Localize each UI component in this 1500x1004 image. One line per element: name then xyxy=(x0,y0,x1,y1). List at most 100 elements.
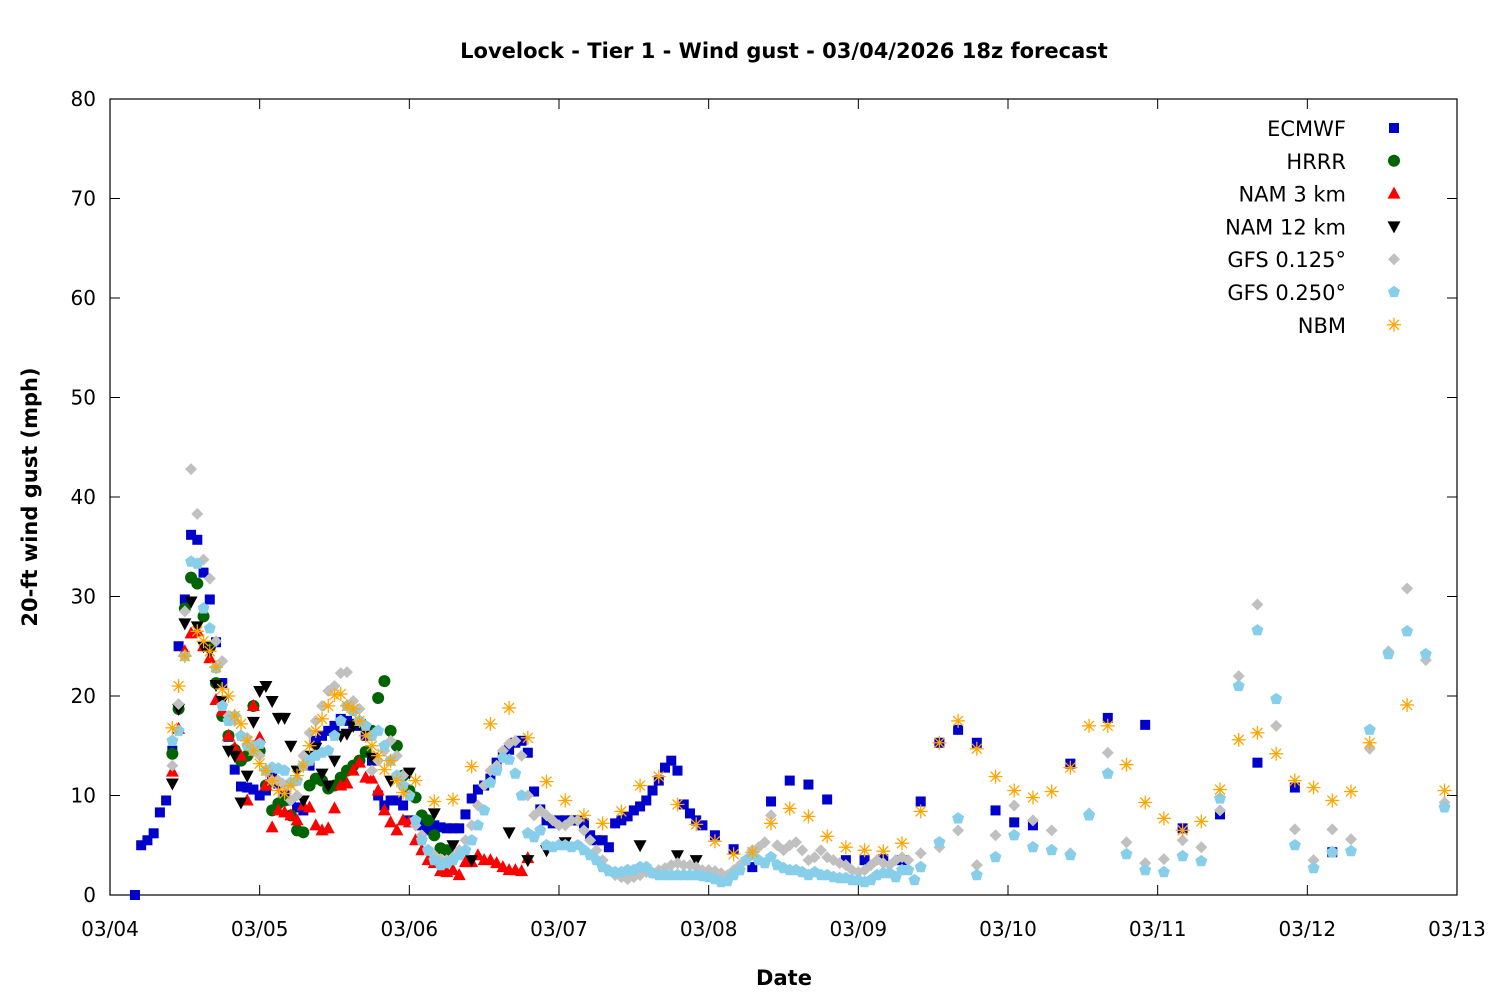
data-point xyxy=(952,824,965,837)
data-point xyxy=(221,728,235,741)
data-point xyxy=(309,714,322,727)
data-point xyxy=(346,763,360,776)
data-point xyxy=(553,819,565,832)
data-point xyxy=(422,814,435,827)
data-point xyxy=(459,843,472,856)
data-point xyxy=(446,840,460,853)
data-point xyxy=(142,835,153,846)
data-point xyxy=(1288,839,1301,851)
x-tick-label: 03/04 xyxy=(81,917,139,941)
data-point xyxy=(509,767,522,779)
data-point xyxy=(951,713,966,728)
data-point xyxy=(422,843,434,856)
data-point xyxy=(521,855,535,868)
data-point xyxy=(408,773,423,788)
data-point xyxy=(633,778,648,793)
data-point xyxy=(641,795,652,806)
data-point xyxy=(397,779,410,791)
data-point xyxy=(1120,836,1133,849)
y-tick-label: 80 xyxy=(71,87,96,111)
data-point xyxy=(576,808,591,823)
data-point xyxy=(179,594,190,605)
data-point xyxy=(148,828,159,839)
data-point xyxy=(210,635,223,648)
data-point xyxy=(1343,784,1358,799)
data-point xyxy=(1214,804,1227,817)
legend-marker xyxy=(1387,317,1401,332)
data-point xyxy=(466,793,477,804)
data-point xyxy=(1401,582,1414,595)
data-point xyxy=(953,724,964,735)
data-point xyxy=(321,698,336,713)
data-point xyxy=(315,768,329,781)
data-point xyxy=(677,859,690,872)
data-point xyxy=(452,868,466,881)
data-point xyxy=(191,557,204,569)
data-point xyxy=(689,817,704,832)
data-point xyxy=(1175,823,1190,838)
data-point xyxy=(290,768,305,783)
data-point xyxy=(265,695,279,708)
data-point xyxy=(614,804,629,819)
data-point xyxy=(1195,854,1208,867)
data-point xyxy=(235,781,246,792)
data-point xyxy=(365,764,378,777)
data-point xyxy=(371,748,386,763)
data-point xyxy=(440,844,453,857)
data-point xyxy=(265,820,279,833)
data-point xyxy=(1306,780,1321,795)
data-point xyxy=(970,868,983,881)
data-point xyxy=(240,770,254,783)
data-point xyxy=(352,713,367,728)
data-point xyxy=(503,753,516,765)
data-point xyxy=(859,855,870,866)
data-point xyxy=(820,829,835,844)
data-point xyxy=(402,767,416,780)
legend-label: ECMWF xyxy=(1267,117,1346,141)
data-point xyxy=(1231,732,1246,747)
data-point xyxy=(346,701,361,716)
data-point xyxy=(265,773,280,788)
data-point xyxy=(808,851,821,864)
legend-marker xyxy=(1387,221,1401,234)
data-point xyxy=(952,812,965,824)
data-point xyxy=(747,862,758,873)
data-point xyxy=(258,763,273,778)
data-point xyxy=(427,808,441,821)
data-point xyxy=(253,730,267,743)
data-point xyxy=(1140,719,1151,730)
data-point xyxy=(391,795,402,806)
data-point xyxy=(577,824,590,837)
data-point xyxy=(745,845,760,860)
data-point xyxy=(558,793,573,808)
legend-label: NBM xyxy=(1298,314,1346,338)
data-point xyxy=(534,824,547,836)
x-tick-label: 03/11 xyxy=(1129,917,1187,941)
data-point xyxy=(165,778,179,791)
data-point xyxy=(666,755,677,766)
data-point xyxy=(454,823,465,834)
data-point xyxy=(321,780,335,793)
data-point xyxy=(378,739,391,751)
data-point xyxy=(303,800,317,813)
data-point xyxy=(933,836,946,848)
data-point xyxy=(590,853,603,866)
data-point xyxy=(765,809,778,822)
data-point xyxy=(707,834,722,849)
data-point xyxy=(446,863,460,876)
x-tick-label: 03/10 xyxy=(979,917,1037,941)
data-point xyxy=(1232,679,1245,692)
data-point xyxy=(782,801,797,816)
data-point xyxy=(329,720,340,731)
data-point xyxy=(894,836,909,851)
data-point xyxy=(166,734,179,746)
data-point xyxy=(1326,845,1339,858)
data-point xyxy=(876,844,891,859)
data-point xyxy=(203,622,216,634)
data-point xyxy=(196,634,211,649)
data-point xyxy=(822,794,833,805)
data-point xyxy=(1157,865,1170,878)
data-point xyxy=(253,749,266,762)
data-point xyxy=(989,850,1002,863)
data-point xyxy=(303,726,316,739)
